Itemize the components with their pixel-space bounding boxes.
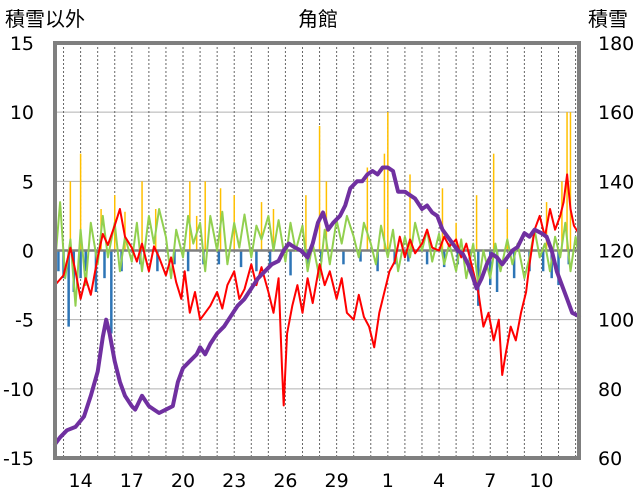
x-tick-label: 23 — [222, 470, 246, 492]
left-axis-title: 積雪以外 — [5, 7, 85, 31]
left-tick-label: -10 — [3, 379, 34, 401]
left-tick-label: 5 — [22, 171, 34, 193]
x-axis-ticks: 14 17 20 23 26 29 1 4 7 10 — [69, 470, 554, 492]
right-tick-label: 140 — [598, 171, 634, 193]
right-axis-ticks: 180 160 140 120 100 80 60 — [598, 33, 634, 470]
x-tick-label: 1 — [382, 470, 394, 492]
sunshine-line — [54, 201, 580, 307]
left-tick-label: -5 — [15, 310, 34, 332]
left-tick-label: 10 — [10, 102, 34, 124]
right-tick-label: 80 — [598, 379, 622, 401]
x-tick-label: 4 — [433, 470, 445, 492]
right-tick-label: 160 — [598, 102, 634, 124]
x-tick-label: 10 — [529, 470, 553, 492]
right-tick-label: 100 — [598, 310, 634, 332]
x-tick-label: 14 — [69, 470, 93, 492]
x-tick-label: 20 — [171, 470, 195, 492]
left-axis-ticks: 15 10 5 0 -5 -10 -15 — [3, 33, 34, 470]
right-tick-label: 60 — [598, 448, 622, 470]
right-axis-title: 積雪 — [588, 7, 628, 31]
snow-depth-line — [53, 165, 581, 447]
x-tick-label: 29 — [325, 470, 349, 492]
temperature-line — [54, 173, 580, 407]
x-tick-label: 7 — [484, 470, 496, 492]
right-tick-label: 180 — [598, 33, 634, 55]
left-tick-label: 15 — [10, 33, 34, 55]
plot-area — [53, 112, 581, 447]
x-tick-label: 17 — [120, 470, 144, 492]
plot-frame — [53, 41, 581, 460]
x-tick-label: 26 — [273, 470, 297, 492]
right-tick-label: 120 — [598, 241, 634, 263]
chart-title: 角館 — [298, 7, 338, 31]
left-tick-label: -15 — [3, 448, 34, 470]
left-tick-label: 0 — [22, 241, 34, 263]
grid — [55, 43, 579, 458]
